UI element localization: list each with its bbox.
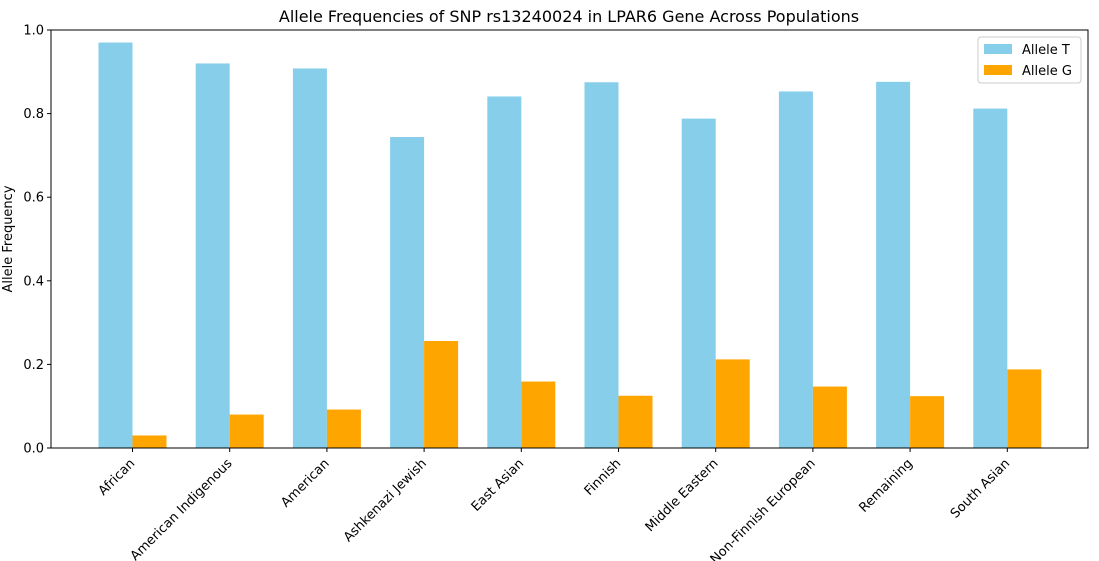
y-tick-label: 0.0 [23,442,44,457]
bar-allele-t-7 [778,91,813,449]
bar-allele-g-9 [1007,369,1042,448]
bar-allele-g-0 [132,435,167,448]
x-tick-label: African [96,456,139,499]
x-tick-label: Non-Finnish European [708,456,819,561]
bar-allele-t-8 [876,81,911,448]
legend-label-allele-t: Allele T [1022,43,1070,58]
x-tick-label: Finnish [582,456,625,499]
bar-allele-g-5 [618,395,653,448]
bar-allele-t-6 [681,118,716,448]
x-tick-label: Middle Eastern [643,456,722,535]
bar-allele-g-4 [521,381,556,448]
y-axis-label: Allele Frequency [1,185,16,292]
y-tick-label: 0.6 [23,191,44,206]
bar-allele-t-3 [390,137,425,448]
bar-allele-g-8 [910,396,945,448]
bar-allele-g-7 [812,386,847,448]
bar-allele-t-0 [98,42,133,448]
x-tick-label: Ashkenazi Jewish [341,456,430,545]
x-tick-label: American [278,456,332,510]
bar-allele-t-4 [487,96,522,448]
bar-allele-t-2 [292,68,327,449]
bar-allele-t-5 [584,82,619,448]
legend-swatch-allele-t [984,44,1012,54]
bar-allele-t-9 [973,108,1008,449]
bar-allele-g-1 [229,414,264,448]
x-tick-label: East Asian [469,456,527,514]
y-tick-label: 0.2 [23,358,44,373]
legend: Allele T Allele G [977,36,1082,84]
chart-title: Allele Frequencies of SNP rs13240024 in … [279,7,859,26]
bars-group [98,42,1042,449]
x-tick-label: American Indigenous [128,456,236,561]
bar-allele-g-6 [715,359,750,448]
bar-allele-g-3 [424,340,459,448]
bar-allele-t-1 [195,63,230,448]
plot-frame [50,29,1089,449]
bar-allele-g-2 [326,409,361,448]
legend-swatch-allele-g [984,65,1012,75]
x-tick-label: South Asian [948,456,1013,521]
legend-label-allele-g: Allele G [1022,64,1072,79]
y-tick-label: 1.0 [23,24,44,39]
y-tick-label: 0.4 [23,274,44,289]
y-axis: 0.0 0.2 0.4 0.6 0.8 1.0 [23,24,51,457]
x-tick-label: Remaining [857,456,916,515]
y-tick-label: 0.8 [23,107,44,122]
